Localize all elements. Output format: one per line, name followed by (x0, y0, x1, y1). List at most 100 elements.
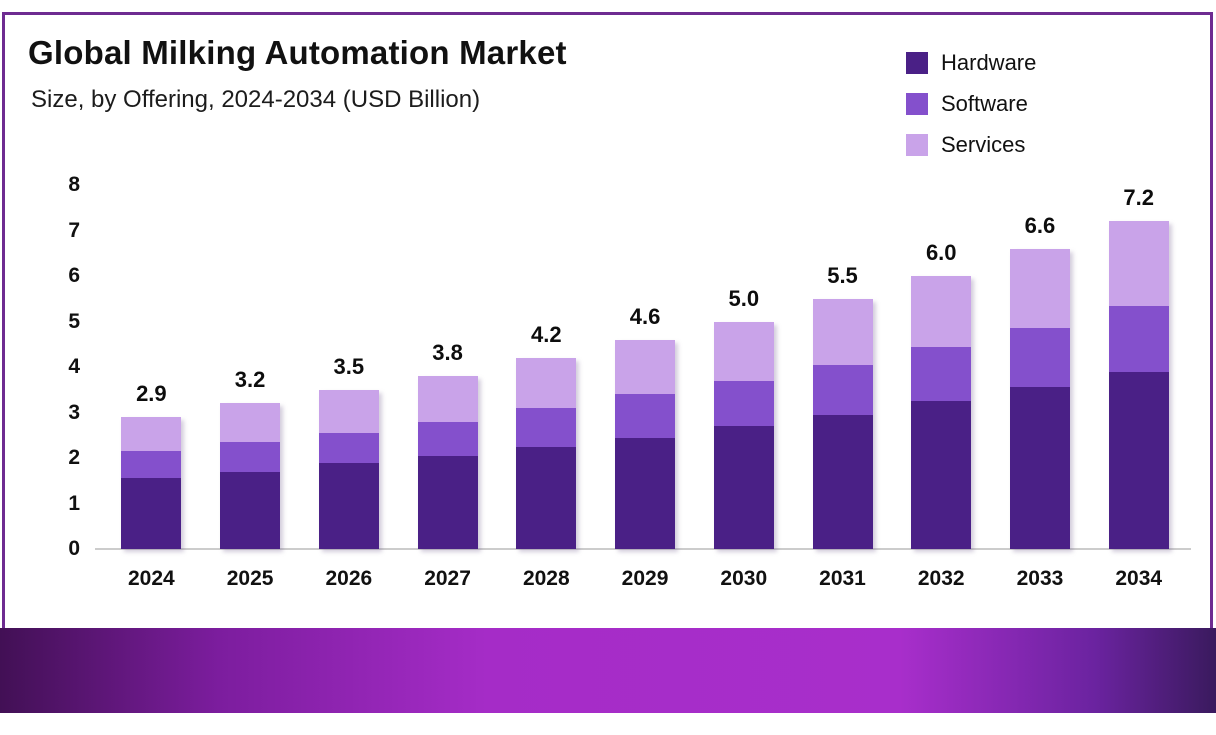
bar-slot-2028: 4.2 (497, 185, 596, 549)
bar-segment-hardware-2030 (713, 426, 774, 549)
legend-label: Hardware (941, 50, 1037, 75)
bar-slot-2026: 3.5 (299, 185, 398, 549)
bar-segment-software-2026 (318, 433, 379, 463)
bar-segment-services-2025 (220, 403, 281, 443)
x-tick-label-2025: 2025 (226, 567, 274, 590)
bar-segment-hardware-2034 (1108, 371, 1169, 549)
bar-slot-2031: 5.5 (793, 185, 892, 549)
legend-label: Services (941, 132, 1026, 157)
y-tick-label: 4 (68, 355, 80, 378)
x-tick-label-2031: 2031 (819, 567, 866, 590)
y-tick-label: 1 (68, 491, 80, 515)
x-tick-label-2029: 2029 (621, 567, 669, 590)
x-axis-labels: 2024 2025 2026 2027 2028 2029 2030 2031 2032 2033… (102, 567, 1188, 591)
bar-stack-2025 (220, 403, 281, 549)
bar-segment-hardware-2032 (911, 401, 972, 549)
summary-banner: The Market will Grow At the CAGR of: 9.5… (0, 628, 1216, 713)
bar-segment-services-2033 (1009, 248, 1070, 329)
legend-swatch-software (906, 93, 928, 115)
y-tick-label: 7 (68, 218, 80, 242)
bar-segment-services-2024 (121, 417, 182, 452)
bar-segment-services-2026 (318, 389, 379, 433)
legend-swatch-hardware (906, 52, 928, 74)
bar-stack-2032 (911, 276, 972, 549)
plot-area: 2.9 3.2 3.5 3.8 4.2 4.6 5.0 5.5 6.0 6.6 7.2 (102, 185, 1188, 549)
bar-segment-software-2027 (417, 421, 478, 456)
bar-total-label-2027: 3.8 (432, 340, 463, 366)
bar-segment-software-2032 (911, 346, 972, 402)
y-axis: 0 1 2 3 4 5 6 7 8 (38, 173, 80, 560)
bar-slot-2027: 3.8 (398, 185, 497, 549)
x-tick-label-2026: 2026 (325, 567, 373, 590)
bar-segment-software-2030 (713, 380, 774, 427)
bar-segment-services-2030 (713, 321, 774, 381)
bar-segment-hardware-2024 (121, 478, 182, 549)
y-tick-label: 8 (68, 173, 80, 196)
bar-stack-2034 (1108, 221, 1169, 549)
bar-segment-software-2034 (1108, 305, 1169, 372)
bar-stack-2030 (713, 321, 774, 549)
chart-legend: Hardware Software Services (906, 50, 1036, 173)
bar-segment-services-2029 (615, 339, 676, 395)
x-tick-label-2028: 2028 (522, 567, 570, 590)
bar-segment-software-2025 (220, 442, 281, 472)
bar-slot-2030: 5.0 (694, 185, 793, 549)
bar-segment-services-2031 (812, 298, 873, 365)
bar-segment-software-2024 (121, 451, 182, 479)
bar-stack-2024 (121, 417, 182, 549)
y-tick-label: 3 (68, 400, 80, 424)
bar-total-label-2029: 4.6 (629, 303, 661, 329)
bar-segment-hardware-2025 (220, 471, 281, 549)
bar-slot-2025: 3.2 (201, 185, 300, 549)
bar-total-label-2030: 5.0 (728, 285, 760, 311)
bar-segment-software-2031 (812, 364, 873, 415)
bar-total-label-2034: 7.2 (1123, 185, 1154, 211)
x-tick-label-2033: 2033 (1016, 567, 1064, 590)
bar-stack-2027 (417, 376, 478, 549)
y-tick-label: 6 (68, 264, 80, 287)
bar-slot-2033: 6.6 (991, 185, 1090, 549)
y-tick-label: 0 (68, 537, 80, 560)
bar-segment-services-2034 (1108, 221, 1169, 306)
bar-segment-hardware-2031 (812, 414, 873, 549)
y-tick-label: 5 (68, 309, 80, 333)
x-tick-label-2027: 2027 (424, 567, 471, 590)
bar-segment-services-2028 (516, 357, 577, 408)
bar-stack-2031 (812, 298, 873, 549)
bar-stack-2033 (1009, 248, 1070, 549)
chart-subtitle: Size, by Offering, 2024-2034 (USD Billio… (31, 86, 481, 113)
bar-total-label-2032: 6.0 (925, 240, 957, 265)
bar-segment-hardware-2027 (417, 455, 478, 549)
bar-stack-2029 (615, 339, 676, 549)
legend-label: Software (941, 91, 1028, 116)
bar-slot-2034: 7.2 (1089, 185, 1188, 549)
bar-segment-hardware-2033 (1009, 387, 1070, 549)
chart-title: Global Milking Automation Market (28, 34, 567, 71)
bar-stack-2026 (318, 389, 379, 549)
x-axis-baseline (95, 548, 1191, 550)
bar-segment-software-2029 (615, 394, 676, 438)
legend-item-services: Services (906, 132, 1036, 158)
bar-segment-hardware-2029 (615, 437, 676, 549)
bar-segment-hardware-2026 (318, 462, 379, 549)
bar-slot-2029: 4.6 (596, 185, 695, 549)
bar-segment-services-2027 (417, 376, 478, 422)
bar-total-label-2026: 3.5 (333, 353, 365, 379)
bar-segment-hardware-2028 (516, 446, 577, 549)
bar-slot-2024: 2.9 (102, 185, 201, 549)
bar-slot-2032: 6.0 (892, 185, 991, 549)
x-tick-label-2034: 2034 (1115, 567, 1163, 590)
x-tick-label-2024: 2024 (128, 567, 175, 590)
banner-content: The Market will Grow At the CAGR of: 9.5… (0, 628, 1216, 713)
x-tick-label-2032: 2032 (917, 567, 965, 590)
bar-total-label-2031: 5.5 (827, 262, 858, 288)
bar-segment-services-2032 (911, 276, 972, 347)
bar-segment-software-2033 (1009, 328, 1070, 388)
bar-total-label-2028: 4.2 (531, 321, 562, 347)
y-tick-label: 2 (68, 446, 80, 469)
bar-stack-2028 (516, 357, 577, 549)
legend-swatch-services (906, 134, 928, 156)
bar-total-label-2025: 3.2 (234, 367, 266, 393)
legend-item-hardware: Hardware (906, 50, 1036, 76)
